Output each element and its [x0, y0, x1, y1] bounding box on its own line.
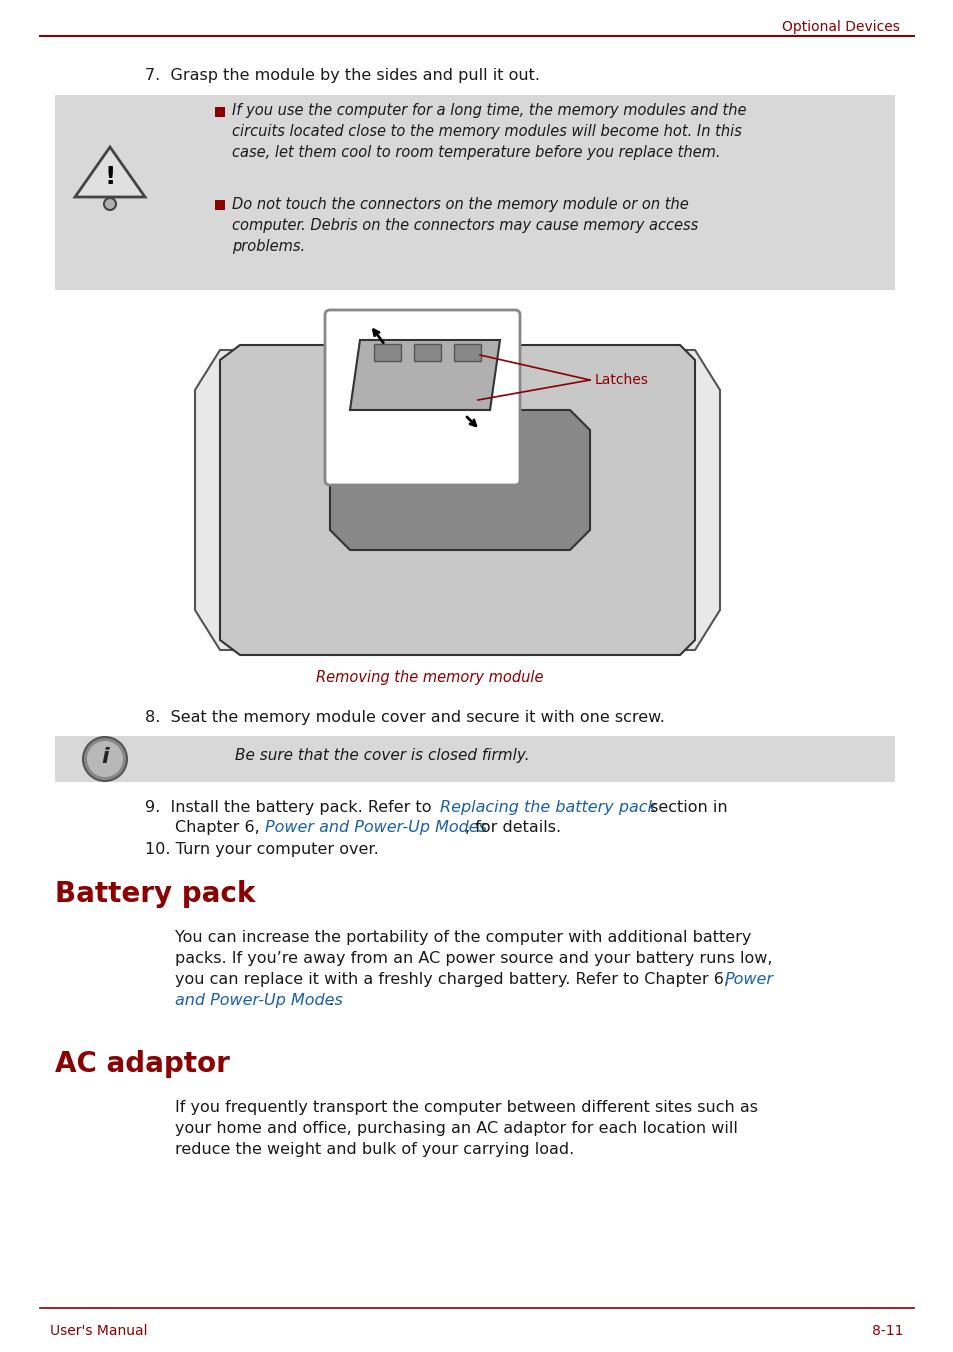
Text: .: . [328, 992, 333, 1009]
Circle shape [87, 741, 123, 777]
Polygon shape [75, 147, 145, 197]
Text: section in: section in [644, 800, 727, 815]
Text: Do not touch the connectors on the memory module or on the
computer. Debris on t: Do not touch the connectors on the memor… [232, 197, 698, 254]
Text: Latches: Latches [595, 373, 648, 387]
FancyBboxPatch shape [55, 735, 894, 781]
Text: !: ! [104, 165, 115, 189]
FancyBboxPatch shape [55, 95, 894, 289]
Text: You can increase the portability of the computer with additional battery: You can increase the portability of the … [174, 930, 751, 945]
Text: AC adaptor: AC adaptor [55, 1051, 230, 1078]
FancyBboxPatch shape [454, 343, 480, 361]
FancyBboxPatch shape [325, 310, 519, 485]
Text: 7.  Grasp the module by the sides and pull it out.: 7. Grasp the module by the sides and pul… [145, 68, 539, 82]
Text: 8.  Seat the memory module cover and secure it with one screw.: 8. Seat the memory module cover and secu… [145, 710, 664, 725]
Text: Optional Devices: Optional Devices [781, 20, 899, 34]
Polygon shape [330, 410, 589, 550]
Text: your home and office, purchasing an AC adaptor for each location will: your home and office, purchasing an AC a… [174, 1121, 737, 1136]
Text: 8-11: 8-11 [872, 1324, 903, 1338]
Text: Replacing the battery pack: Replacing the battery pack [439, 800, 656, 815]
Text: Be sure that the cover is closed firmly.: Be sure that the cover is closed firmly. [234, 748, 529, 763]
Text: Chapter 6,: Chapter 6, [174, 821, 265, 836]
Text: 9.  Install the battery pack. Refer to: 9. Install the battery pack. Refer to [145, 800, 436, 815]
Circle shape [104, 197, 116, 210]
FancyBboxPatch shape [214, 107, 225, 118]
Text: you can replace it with a freshly charged battery. Refer to Chapter 6,: you can replace it with a freshly charge… [174, 972, 734, 987]
FancyBboxPatch shape [214, 200, 225, 210]
Polygon shape [194, 350, 720, 650]
FancyBboxPatch shape [414, 343, 440, 361]
Text: User's Manual: User's Manual [50, 1324, 148, 1338]
Polygon shape [350, 339, 499, 410]
Text: and Power-Up Modes: and Power-Up Modes [174, 992, 342, 1009]
FancyBboxPatch shape [374, 343, 400, 361]
Text: If you use the computer for a long time, the memory modules and the
circuits loc: If you use the computer for a long time,… [232, 103, 745, 160]
Text: 10. Turn your computer over.: 10. Turn your computer over. [145, 842, 378, 857]
Text: , for details.: , for details. [464, 821, 560, 836]
Text: i: i [101, 748, 109, 767]
Text: Power and Power-Up Modes: Power and Power-Up Modes [265, 821, 486, 836]
Polygon shape [220, 345, 695, 654]
Text: Battery pack: Battery pack [55, 880, 255, 909]
Text: reduce the weight and bulk of your carrying load.: reduce the weight and bulk of your carry… [174, 1142, 574, 1157]
Text: packs. If you’re away from an AC power source and your battery runs low,: packs. If you’re away from an AC power s… [174, 950, 772, 965]
FancyBboxPatch shape [174, 310, 709, 660]
Text: Removing the memory module: Removing the memory module [315, 671, 543, 685]
Circle shape [83, 737, 127, 781]
Text: If you frequently transport the computer between different sites such as: If you frequently transport the computer… [174, 1101, 758, 1115]
Text: Power: Power [724, 972, 773, 987]
